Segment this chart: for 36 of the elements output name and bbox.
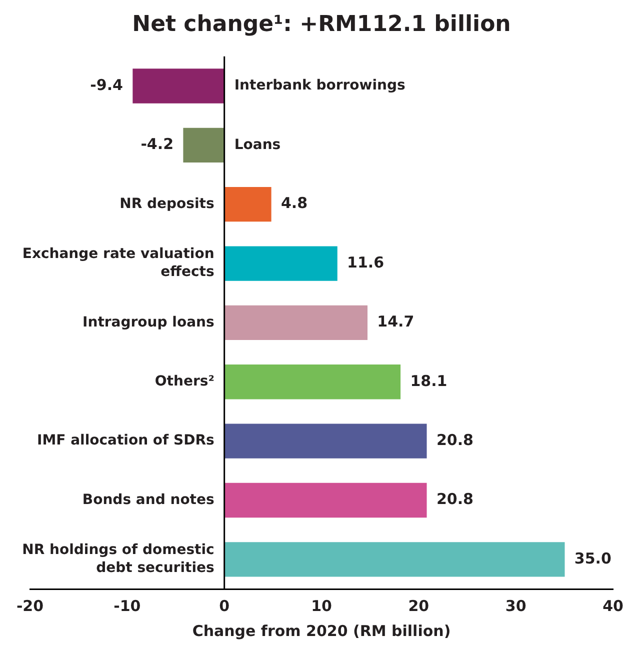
bar	[224, 364, 401, 400]
data-label: -4.2	[140, 135, 174, 154]
data-label: 18.1	[410, 372, 448, 390]
chart-title: Net change¹: +RM112.1 billion	[132, 12, 511, 37]
data-label: 20.8	[436, 490, 474, 508]
bar	[132, 68, 225, 104]
x-tick-label: -20	[16, 596, 44, 615]
bar	[183, 128, 225, 162]
x-axis-title: Change from 2020 (RM billion)	[192, 622, 451, 640]
data-label: 35.0	[574, 549, 612, 568]
x-tick-label: 20	[408, 596, 430, 615]
y-tick-label: Loans	[234, 136, 281, 153]
data-label: -9.4	[90, 76, 123, 94]
bar	[224, 187, 272, 222]
bar	[224, 246, 338, 281]
x-tick-label: 40	[602, 596, 624, 615]
data-label: 11.6	[347, 253, 384, 272]
y-tick-label: IMF allocation of SDRs	[36, 432, 214, 449]
y-tick-label: NR deposits	[120, 196, 214, 212]
data-label: 20.8	[436, 430, 474, 449]
bar	[224, 482, 427, 518]
y-tick-label: Bonds and notes	[82, 492, 214, 508]
x-tick-label: 10	[311, 596, 332, 615]
x-tick-label: 30	[505, 596, 526, 615]
y-tick-label: Others²	[154, 374, 214, 390]
y-tick-label: NR holdings of domestic debt securities	[22, 542, 214, 576]
bar	[224, 305, 368, 340]
data-label: 4.8	[280, 194, 308, 212]
data-label: 14.7	[377, 312, 414, 331]
bar	[224, 542, 565, 577]
y-tick-label: Intragroup loans	[82, 314, 214, 330]
y-tick-label: Exchange rate valuation effects	[22, 246, 214, 280]
x-tick-label: 0	[219, 596, 230, 615]
x-tick-label: -10	[114, 596, 141, 615]
y-tick-label: Interbank borrowings	[234, 78, 406, 94]
bar	[224, 424, 427, 458]
